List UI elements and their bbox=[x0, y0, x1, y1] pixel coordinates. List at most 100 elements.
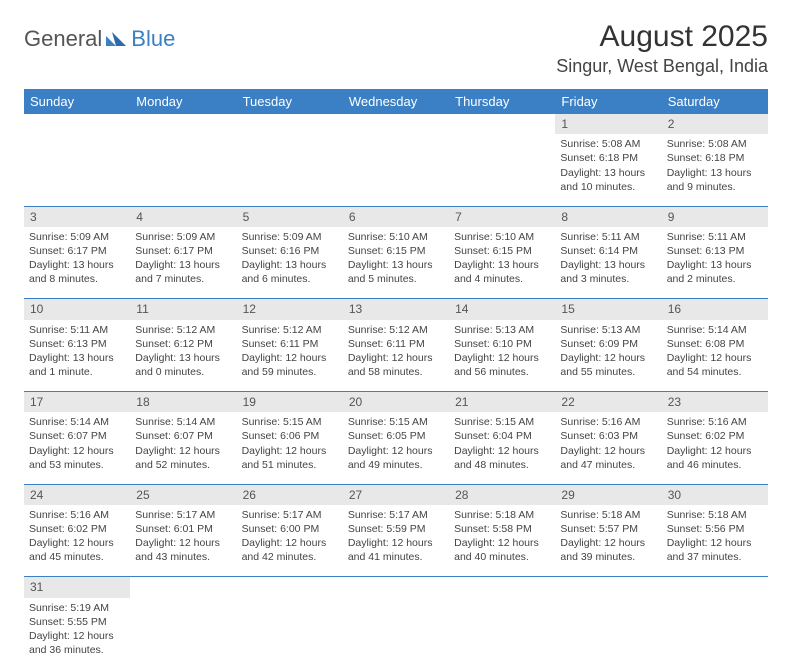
sunrise-line: Sunrise: 5:18 AM bbox=[560, 508, 656, 522]
daylight-line-2: and 8 minutes. bbox=[29, 272, 125, 286]
sunset-line: Sunset: 6:16 PM bbox=[242, 244, 338, 258]
sunrise-line: Sunrise: 5:10 AM bbox=[348, 230, 444, 244]
day-cell bbox=[130, 134, 236, 206]
day-number: 27 bbox=[343, 484, 449, 505]
sunrise-line: Sunrise: 5:08 AM bbox=[667, 137, 763, 151]
sunset-line: Sunset: 5:55 PM bbox=[29, 615, 125, 629]
sunrise-line: Sunrise: 5:19 AM bbox=[29, 601, 125, 615]
daylight-line-1: Daylight: 13 hours bbox=[135, 258, 231, 272]
daylight-line-2: and 42 minutes. bbox=[242, 550, 338, 564]
day-number bbox=[449, 114, 555, 134]
sunset-line: Sunset: 6:13 PM bbox=[667, 244, 763, 258]
day-number: 22 bbox=[555, 392, 661, 413]
daylight-line-1: Daylight: 12 hours bbox=[454, 351, 550, 365]
daylight-line-2: and 10 minutes. bbox=[560, 180, 656, 194]
sunrise-line: Sunrise: 5:12 AM bbox=[135, 323, 231, 337]
day-cell: Sunrise: 5:13 AMSunset: 6:10 PMDaylight:… bbox=[449, 320, 555, 392]
daylight-line-2: and 59 minutes. bbox=[242, 365, 338, 379]
day-cell: Sunrise: 5:12 AMSunset: 6:11 PMDaylight:… bbox=[237, 320, 343, 392]
day-number: 21 bbox=[449, 392, 555, 413]
day-number: 30 bbox=[662, 484, 768, 505]
sunrise-line: Sunrise: 5:11 AM bbox=[29, 323, 125, 337]
col-sun: Sunday bbox=[24, 89, 130, 114]
day-cell bbox=[555, 598, 661, 670]
detail-row: Sunrise: 5:19 AMSunset: 5:55 PMDaylight:… bbox=[24, 598, 768, 670]
day-number: 18 bbox=[130, 392, 236, 413]
day-number: 7 bbox=[449, 206, 555, 227]
daylight-line-1: Daylight: 13 hours bbox=[242, 258, 338, 272]
day-cell: Sunrise: 5:17 AMSunset: 6:00 PMDaylight:… bbox=[237, 505, 343, 577]
day-number: 20 bbox=[343, 392, 449, 413]
daylight-line-2: and 47 minutes. bbox=[560, 458, 656, 472]
daylight-line-1: Daylight: 12 hours bbox=[242, 536, 338, 550]
page-title: August 2025 bbox=[556, 20, 768, 54]
sunset-line: Sunset: 6:02 PM bbox=[29, 522, 125, 536]
day-cell: Sunrise: 5:15 AMSunset: 6:05 PMDaylight:… bbox=[343, 412, 449, 484]
sunset-line: Sunset: 6:07 PM bbox=[135, 429, 231, 443]
day-number bbox=[662, 577, 768, 598]
day-cell: Sunrise: 5:16 AMSunset: 6:03 PMDaylight:… bbox=[555, 412, 661, 484]
day-number: 12 bbox=[237, 299, 343, 320]
sunset-line: Sunset: 6:12 PM bbox=[135, 337, 231, 351]
daylight-line-1: Daylight: 12 hours bbox=[667, 444, 763, 458]
day-number: 17 bbox=[24, 392, 130, 413]
daylight-line-2: and 5 minutes. bbox=[348, 272, 444, 286]
day-cell bbox=[449, 598, 555, 670]
sunrise-line: Sunrise: 5:16 AM bbox=[667, 415, 763, 429]
sunrise-line: Sunrise: 5:15 AM bbox=[454, 415, 550, 429]
day-cell: Sunrise: 5:14 AMSunset: 6:07 PMDaylight:… bbox=[24, 412, 130, 484]
sunrise-line: Sunrise: 5:09 AM bbox=[242, 230, 338, 244]
day-cell: Sunrise: 5:18 AMSunset: 5:56 PMDaylight:… bbox=[662, 505, 768, 577]
daynum-row: 10111213141516 bbox=[24, 299, 768, 320]
daylight-line-2: and 48 minutes. bbox=[454, 458, 550, 472]
daylight-line-2: and 54 minutes. bbox=[667, 365, 763, 379]
daylight-line-2: and 9 minutes. bbox=[667, 180, 763, 194]
day-cell: Sunrise: 5:18 AMSunset: 5:57 PMDaylight:… bbox=[555, 505, 661, 577]
day-number bbox=[237, 114, 343, 134]
logo-text-1: General bbox=[24, 26, 102, 52]
sunset-line: Sunset: 6:11 PM bbox=[348, 337, 444, 351]
sunrise-line: Sunrise: 5:13 AM bbox=[560, 323, 656, 337]
daylight-line-1: Daylight: 13 hours bbox=[667, 166, 763, 180]
day-number bbox=[343, 114, 449, 134]
sunrise-line: Sunrise: 5:17 AM bbox=[135, 508, 231, 522]
daylight-line-1: Daylight: 12 hours bbox=[242, 444, 338, 458]
sunset-line: Sunset: 6:08 PM bbox=[667, 337, 763, 351]
sunset-line: Sunset: 5:58 PM bbox=[454, 522, 550, 536]
col-wed: Wednesday bbox=[343, 89, 449, 114]
sunset-line: Sunset: 6:15 PM bbox=[348, 244, 444, 258]
daylight-line-1: Daylight: 12 hours bbox=[29, 629, 125, 643]
daylight-line-2: and 2 minutes. bbox=[667, 272, 763, 286]
daylight-line-2: and 58 minutes. bbox=[348, 365, 444, 379]
day-cell: Sunrise: 5:16 AMSunset: 6:02 PMDaylight:… bbox=[662, 412, 768, 484]
day-cell: Sunrise: 5:19 AMSunset: 5:55 PMDaylight:… bbox=[24, 598, 130, 670]
daylight-line-1: Daylight: 13 hours bbox=[29, 258, 125, 272]
day-number: 5 bbox=[237, 206, 343, 227]
sunrise-line: Sunrise: 5:09 AM bbox=[135, 230, 231, 244]
daylight-line-1: Daylight: 13 hours bbox=[454, 258, 550, 272]
daylight-line-2: and 49 minutes. bbox=[348, 458, 444, 472]
sunset-line: Sunset: 6:05 PM bbox=[348, 429, 444, 443]
day-cell bbox=[237, 134, 343, 206]
day-number: 29 bbox=[555, 484, 661, 505]
sunset-line: Sunset: 5:57 PM bbox=[560, 522, 656, 536]
sunrise-line: Sunrise: 5:10 AM bbox=[454, 230, 550, 244]
day-cell: Sunrise: 5:09 AMSunset: 6:16 PMDaylight:… bbox=[237, 227, 343, 299]
daylight-line-2: and 46 minutes. bbox=[667, 458, 763, 472]
sunset-line: Sunset: 6:15 PM bbox=[454, 244, 550, 258]
sunrise-line: Sunrise: 5:12 AM bbox=[348, 323, 444, 337]
day-number: 23 bbox=[662, 392, 768, 413]
sunset-line: Sunset: 6:00 PM bbox=[242, 522, 338, 536]
col-thu: Thursday bbox=[449, 89, 555, 114]
day-cell: Sunrise: 5:10 AMSunset: 6:15 PMDaylight:… bbox=[343, 227, 449, 299]
sunrise-line: Sunrise: 5:15 AM bbox=[242, 415, 338, 429]
day-cell: Sunrise: 5:09 AMSunset: 6:17 PMDaylight:… bbox=[24, 227, 130, 299]
sunset-line: Sunset: 6:13 PM bbox=[29, 337, 125, 351]
daynum-row: 12 bbox=[24, 114, 768, 134]
daylight-line-1: Daylight: 12 hours bbox=[242, 351, 338, 365]
sunrise-line: Sunrise: 5:14 AM bbox=[667, 323, 763, 337]
col-mon: Monday bbox=[130, 89, 236, 114]
location: Singur, West Bengal, India bbox=[556, 56, 768, 77]
sunrise-line: Sunrise: 5:11 AM bbox=[560, 230, 656, 244]
daylight-line-1: Daylight: 12 hours bbox=[667, 351, 763, 365]
